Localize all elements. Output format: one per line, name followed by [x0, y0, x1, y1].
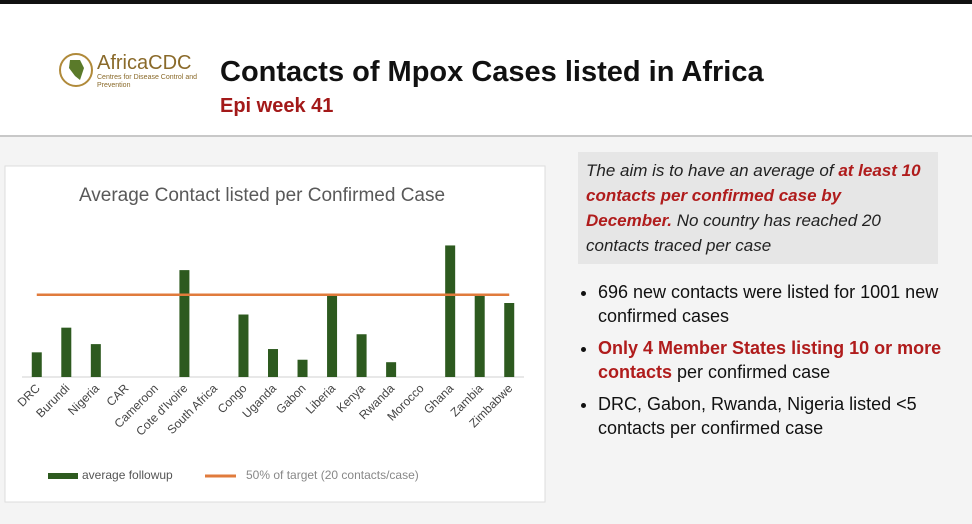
bar [238, 314, 249, 377]
header: AfricaCDC Centres for Disease Control an… [0, 4, 972, 137]
bullet-text: per confirmed case [672, 362, 831, 382]
bullet-highlight: Only 4 Member States listing 10 or more … [598, 338, 942, 382]
bar [31, 352, 42, 377]
logo-ring [59, 53, 93, 87]
bar [61, 327, 72, 377]
note: The aim is to have an average of at leas… [578, 152, 938, 264]
legend-label: 50% of target (20 contacts/case) [246, 468, 419, 482]
bar [297, 359, 308, 377]
chart-area [4, 165, 546, 503]
bar [386, 362, 397, 377]
bar [474, 294, 485, 377]
bar [90, 344, 101, 377]
bullet: Only 4 Member States listing 10 or more … [598, 336, 943, 384]
chart-title: Average Contact listed per Confirmed Cas… [79, 185, 445, 206]
bar [356, 334, 367, 377]
logo-subtitle: Centres for Disease Control and Preventi… [97, 74, 197, 89]
chart: Average Contact listed per Confirmed Cas… [4, 165, 546, 503]
subtitle: Epi week 41 [220, 95, 334, 117]
logo-africa [69, 60, 84, 80]
legend-swatch [48, 473, 78, 479]
bullet: DRC, Gabon, Rwanda, Nigeria listed <5 co… [598, 392, 943, 440]
note-text: No country has reached 20 contacts trace… [586, 211, 881, 255]
bar [268, 349, 278, 377]
bar [327, 294, 338, 377]
note-highlight: at least 10 contacts per confirmed case … [586, 161, 921, 230]
bar [504, 303, 515, 377]
legend-label: average followup [82, 468, 173, 482]
bullet-list: 696 new contacts were listed for 1001 ne… [572, 280, 943, 448]
logo-name: AfricaCDC [97, 52, 192, 74]
bar [445, 245, 456, 377]
bullet: 696 new contacts were listed for 1001 ne… [598, 280, 943, 328]
top-bar [0, 0, 972, 4]
title: Contacts of Mpox Cases listed in Africa [220, 56, 764, 88]
bar [179, 270, 190, 377]
note-text: The aim is to have an average of [586, 161, 839, 180]
logo-icon [59, 53, 93, 87]
